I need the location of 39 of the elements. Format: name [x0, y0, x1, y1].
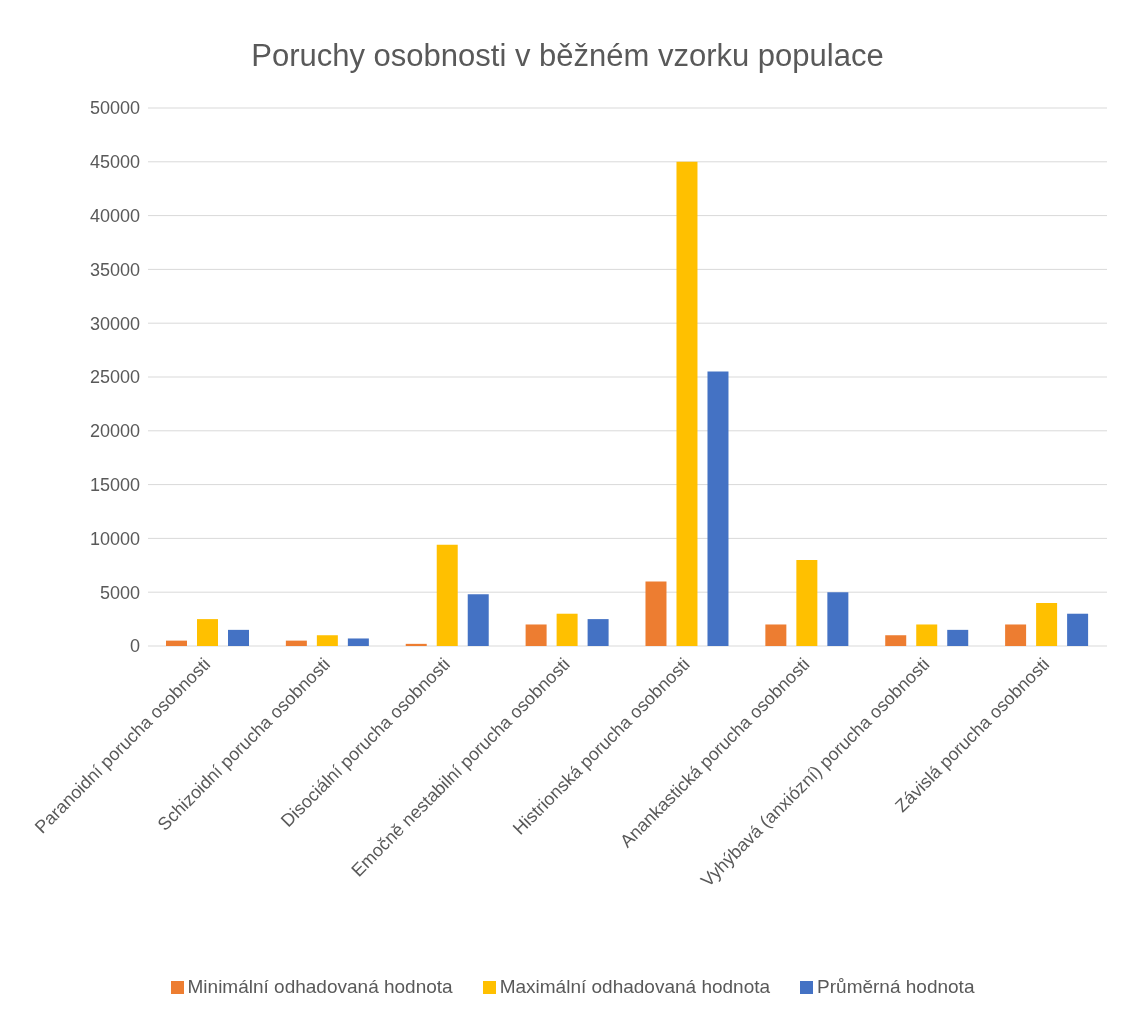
bar [316, 635, 338, 646]
y-tick-label: 45000 [89, 152, 140, 173]
bar [645, 581, 667, 646]
bar [1036, 602, 1058, 646]
bar [947, 629, 969, 646]
bar [916, 624, 938, 646]
y-tick-label: 40000 [89, 205, 140, 226]
bar [885, 635, 907, 646]
bar [227, 629, 249, 646]
y-tick-label: 5000 [99, 582, 140, 603]
bar [165, 640, 187, 646]
bar [765, 624, 787, 646]
y-tick-label: 25000 [89, 367, 140, 388]
legend-label: Maximální odhadovaná hodnota [499, 976, 771, 997]
bar [587, 619, 609, 646]
bar [1005, 624, 1027, 646]
bar [347, 638, 369, 646]
y-tick-label: 20000 [89, 421, 140, 442]
bar [436, 544, 458, 646]
bar [676, 161, 698, 646]
y-tick-label: 50000 [89, 98, 140, 119]
legend-label: Průměrná hodnota [817, 976, 975, 997]
y-tick-label: 0 [129, 636, 140, 657]
bar [556, 613, 578, 646]
legend-label: Minimální odhadovaná hodnota [187, 976, 453, 997]
bar [467, 594, 489, 646]
y-tick-label: 15000 [89, 474, 140, 495]
bar [196, 619, 218, 646]
bar [405, 643, 427, 646]
bar [707, 371, 729, 646]
bar [827, 592, 849, 646]
bar [525, 624, 547, 646]
bar [285, 640, 307, 646]
y-tick-label: 35000 [89, 259, 140, 280]
bar [1067, 613, 1089, 646]
y-tick-label: 10000 [89, 528, 140, 549]
chart-title: Poruchy osobnosti v běžném vzorku populace [250, 37, 885, 75]
bar [796, 559, 818, 646]
y-tick-label: 30000 [89, 313, 140, 334]
